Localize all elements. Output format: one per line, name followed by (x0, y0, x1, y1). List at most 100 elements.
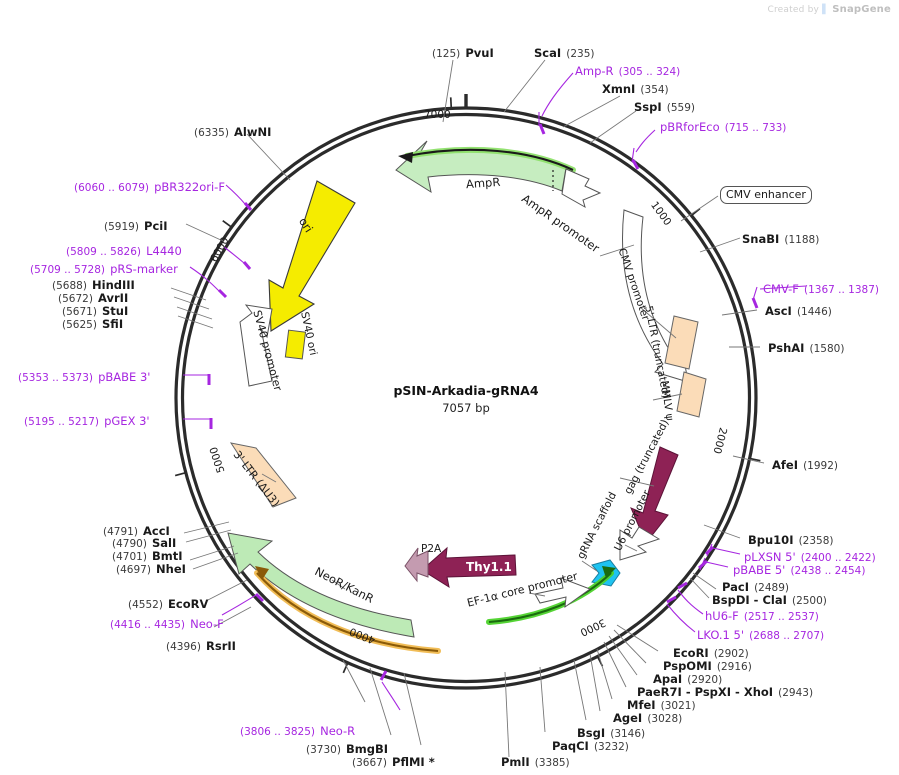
site-pspomi[interactable]: PspOMI (2916) (663, 657, 752, 673)
site-sfii[interactable]: (5625) SfiI (62, 315, 123, 331)
primer-amp-r[interactable]: Amp-R (305 .. 324) (575, 62, 680, 78)
site-nhei[interactable]: (4697) NheI (116, 560, 186, 576)
feature-label-p2a[interactable]: P2A (421, 543, 442, 555)
primer-plxsn-5[interactable]: pLXSN 5' (2400 .. 2422) (744, 548, 876, 564)
primer-name: Neo-R (320, 724, 356, 738)
site-mfei[interactable]: MfeI (3021) (627, 696, 696, 712)
primer-name: L4440 (146, 244, 182, 258)
primer-prs-marker[interactable]: (5709 .. 5728) pRS-marker (30, 260, 178, 276)
site-position: (1446) (796, 306, 832, 318)
site-position: (3232) (593, 741, 629, 753)
primer-name: pBRforEco (660, 120, 720, 134)
site-bmti[interactable]: (4701) BmtI (112, 547, 183, 563)
site-name: AccI (143, 524, 170, 538)
bp-tick-5000 (174, 471, 187, 477)
site-bmgbi[interactable]: (3730) BmgBI (306, 740, 388, 756)
site-position: (6335) (194, 127, 229, 139)
site-name: AfeI (772, 458, 798, 472)
primer-name: hU6-F (705, 609, 739, 623)
feature-label-cmv-enhancer[interactable]: CMV enhancer (720, 186, 812, 204)
primer-range: (5353 .. 5373) (18, 372, 93, 384)
site-position: (5671) (62, 306, 97, 318)
primer-pbr322ori-f[interactable]: (6060 .. 6079) pBR322ori-F (74, 178, 225, 194)
site-hindiii[interactable]: (5688) HindIII (52, 276, 135, 292)
primer-name: pLXSN 5' (744, 550, 796, 564)
primer-name: Neo-F (190, 617, 224, 631)
site-name: AscI (765, 304, 792, 318)
site-pflmi[interactable]: (3667) PflMI * (352, 753, 435, 769)
site-snabi[interactable]: SnaBI (1188) (742, 230, 819, 246)
site-name: EcoRV (168, 597, 209, 611)
site-name: PaeR7I - PspXI - XhoI (637, 685, 774, 699)
feature-ampr-promoter[interactable] (561, 168, 602, 209)
site-rsrii[interactable]: (4396) RsrII (166, 637, 236, 653)
site-pcii[interactable]: (5919) PciI (104, 217, 167, 233)
site-stui[interactable]: (5671) StuI (62, 302, 128, 318)
primer-pgex-3[interactable]: (5195 .. 5217) pGEX 3' (24, 412, 150, 428)
site-afei[interactable]: AfeI (1992) (772, 456, 838, 472)
site-position: (3667) (352, 757, 387, 769)
primer-range: (5809 .. 5826) (66, 246, 141, 258)
site-scai[interactable]: ScaI (235) (534, 44, 594, 60)
primer-name: pGEX 3' (104, 414, 150, 428)
site-sspi[interactable]: SspI (559) (634, 98, 695, 114)
site-ecori[interactable]: EcoRI (2902) (673, 644, 749, 660)
site-position: (5919) (104, 221, 139, 233)
primer-cmv-f[interactable]: CMV-F (1367 .. 1387) (763, 280, 879, 296)
feature-neor-kanr[interactable] (227, 532, 415, 638)
site-asci[interactable]: AscI (1446) (765, 302, 832, 318)
site-position: (2916) (716, 661, 752, 673)
site-name: SfiI (102, 317, 124, 331)
site-name: PspOMI (663, 659, 712, 673)
site-position: (3385) (534, 757, 570, 769)
feature-u6-promoter[interactable] (619, 526, 661, 561)
site-position: (3021) (660, 700, 696, 712)
site-name: PflMI * (392, 755, 435, 769)
site-pshai[interactable]: PshAI (1580) (768, 339, 844, 355)
feature-ef1a-promoter[interactable] (534, 577, 592, 609)
site-position: (1188) (784, 234, 820, 246)
site-name: PmlI (501, 755, 530, 769)
primer-neo-r[interactable]: (3806 .. 3825) Neo-R (240, 722, 355, 738)
feature-sv40-ori[interactable] (284, 329, 307, 360)
site-sali[interactable]: (4790) SalI (112, 534, 176, 550)
feature-thy11[interactable] (421, 546, 517, 589)
site-pmli[interactable]: PmlI (3385) (501, 753, 570, 769)
site-paer7i-pspxi-xhoi[interactable]: PaeR7I - PspXI - XhoI (2943) (637, 683, 813, 699)
site-alwni[interactable]: (6335) AlwNI (194, 123, 271, 139)
site-bsgi[interactable]: BsgI (3146) (577, 724, 645, 740)
site-name: BspDI - ClaI (712, 593, 787, 607)
primer-lko1-5[interactable]: LKO.1 5' (2688 .. 2707) (697, 626, 824, 642)
site-position: (3730) (306, 744, 341, 756)
primer-name: CMV-F (763, 282, 799, 296)
feature-p2a[interactable] (404, 547, 429, 583)
site-pvui[interactable]: (125) PvuI (432, 44, 494, 60)
feature-label-ampr[interactable]: AmpR (465, 174, 501, 192)
site-bpu10i[interactable]: Bpu10I (2358) (748, 531, 833, 547)
feature-gag[interactable] (630, 446, 679, 544)
site-position: (2943) (778, 687, 814, 699)
site-agei[interactable]: AgeI (3028) (613, 709, 682, 725)
feature-mmlv-psi[interactable] (676, 371, 707, 418)
site-apai[interactable]: ApaI (2920) (653, 670, 722, 686)
site-paci[interactable]: PacI (2489) (722, 578, 789, 594)
site-xmni[interactable]: XmnI (354) (602, 80, 669, 96)
feature-ori[interactable] (268, 180, 356, 332)
primer-neo-f[interactable]: (4416 .. 4435) Neo-F (110, 615, 224, 631)
site-acci[interactable]: (4791) AccI (103, 522, 170, 538)
site-ecorv[interactable]: (4552) EcoRV (128, 595, 208, 611)
site-paqci[interactable]: PaqCI (3232) (552, 737, 629, 753)
primer-ticks (207, 123, 759, 681)
primer-pbabe-3[interactable]: (5353 .. 5373) pBABE 3' (18, 368, 150, 384)
primer-l4440[interactable]: (5809 .. 5826) L4440 (66, 242, 182, 258)
feature-5-ltr[interactable] (664, 315, 699, 370)
primer-hu6-f[interactable]: hU6-F (2517 .. 2537) (705, 607, 819, 623)
site-name: NheI (156, 562, 186, 576)
primer-pbabe-5[interactable]: pBABE 5' (2438 .. 2454) (733, 561, 865, 577)
primer-pbrforeco[interactable]: pBRforEco (715 .. 733) (660, 118, 786, 134)
site-bspdi-clai[interactable]: BspDI - ClaI (2500) (712, 591, 827, 607)
feature-sv40-promoter[interactable] (239, 304, 273, 387)
feature-label-thy11[interactable]: Thy1.1 (466, 560, 512, 574)
site-avrii[interactable]: (5672) AvrII (58, 289, 128, 305)
